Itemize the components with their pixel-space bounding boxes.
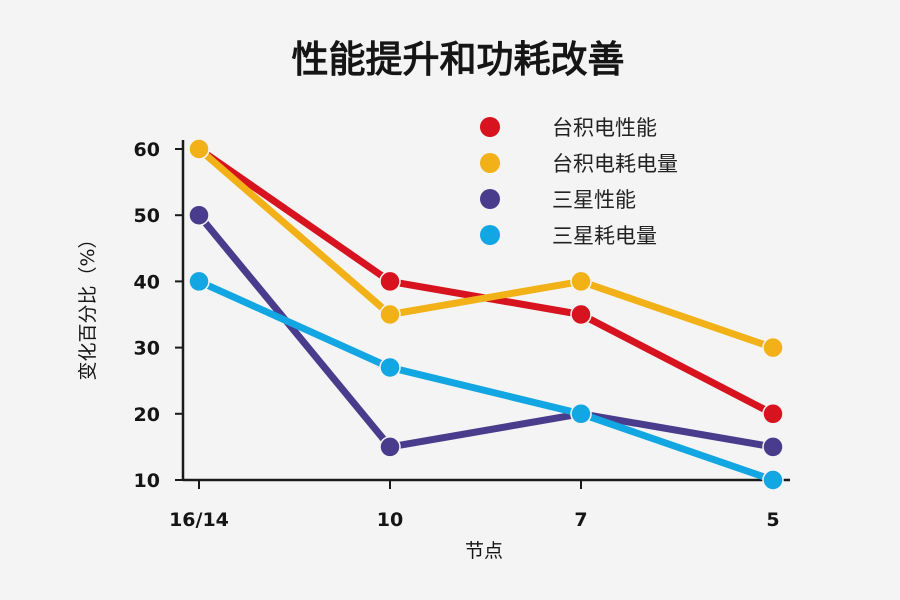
series-line <box>195 145 777 352</box>
legend-item: 台积电耗电量 <box>480 152 678 176</box>
data-point <box>188 270 210 293</box>
x-axis-label: 节点 <box>465 540 503 562</box>
series-line <box>195 145 777 418</box>
legend-label: 三星耗电量 <box>552 224 657 248</box>
data-point <box>570 403 592 425</box>
axes: 10 20 30 40 50 60 16/14 10 7 5 <box>134 139 790 531</box>
legend-item: 三星耗电量 <box>480 224 657 248</box>
legend-marker <box>480 225 500 245</box>
data-point <box>762 469 784 491</box>
x-tick-label: 5 <box>766 509 779 531</box>
series-4 <box>188 270 784 491</box>
series-layer <box>188 138 784 491</box>
legend-marker <box>480 189 500 209</box>
legend-item: 台积电性能 <box>480 116 657 140</box>
chart-title: 性能提升和功耗改善 <box>292 38 625 81</box>
data-point <box>379 303 401 326</box>
data-point <box>570 270 592 293</box>
series-line <box>195 211 777 451</box>
legend-label: 台积电性能 <box>552 116 657 140</box>
y-axis-label: 变化百分比（%） <box>77 229 99 380</box>
x-tick-label: 16/14 <box>169 509 229 531</box>
x-tick-label: 10 <box>377 509 403 531</box>
y-tick-label: 10 <box>134 470 160 492</box>
legend-label: 三星性能 <box>552 188 636 212</box>
legend-marker <box>480 117 500 137</box>
data-point <box>379 356 401 379</box>
y-tick-label: 20 <box>134 404 160 426</box>
legend-item: 三星性能 <box>480 188 636 212</box>
series-2 <box>188 138 784 359</box>
y-tick-label: 30 <box>134 338 160 360</box>
data-point <box>379 270 401 293</box>
legend-marker <box>480 153 500 173</box>
data-point <box>379 436 401 458</box>
legend-label: 台积电耗电量 <box>552 152 678 176</box>
series-1 <box>188 138 784 425</box>
series-line <box>195 277 777 484</box>
data-point <box>762 336 784 359</box>
y-tick-label: 50 <box>134 205 160 227</box>
data-point <box>188 138 210 160</box>
y-tick-label: 60 <box>134 139 160 161</box>
y-tick-label: 40 <box>134 271 160 293</box>
data-point <box>188 204 210 226</box>
x-tick-label: 7 <box>574 509 587 531</box>
data-point <box>762 436 784 458</box>
data-point <box>570 303 592 326</box>
data-point <box>762 403 784 425</box>
